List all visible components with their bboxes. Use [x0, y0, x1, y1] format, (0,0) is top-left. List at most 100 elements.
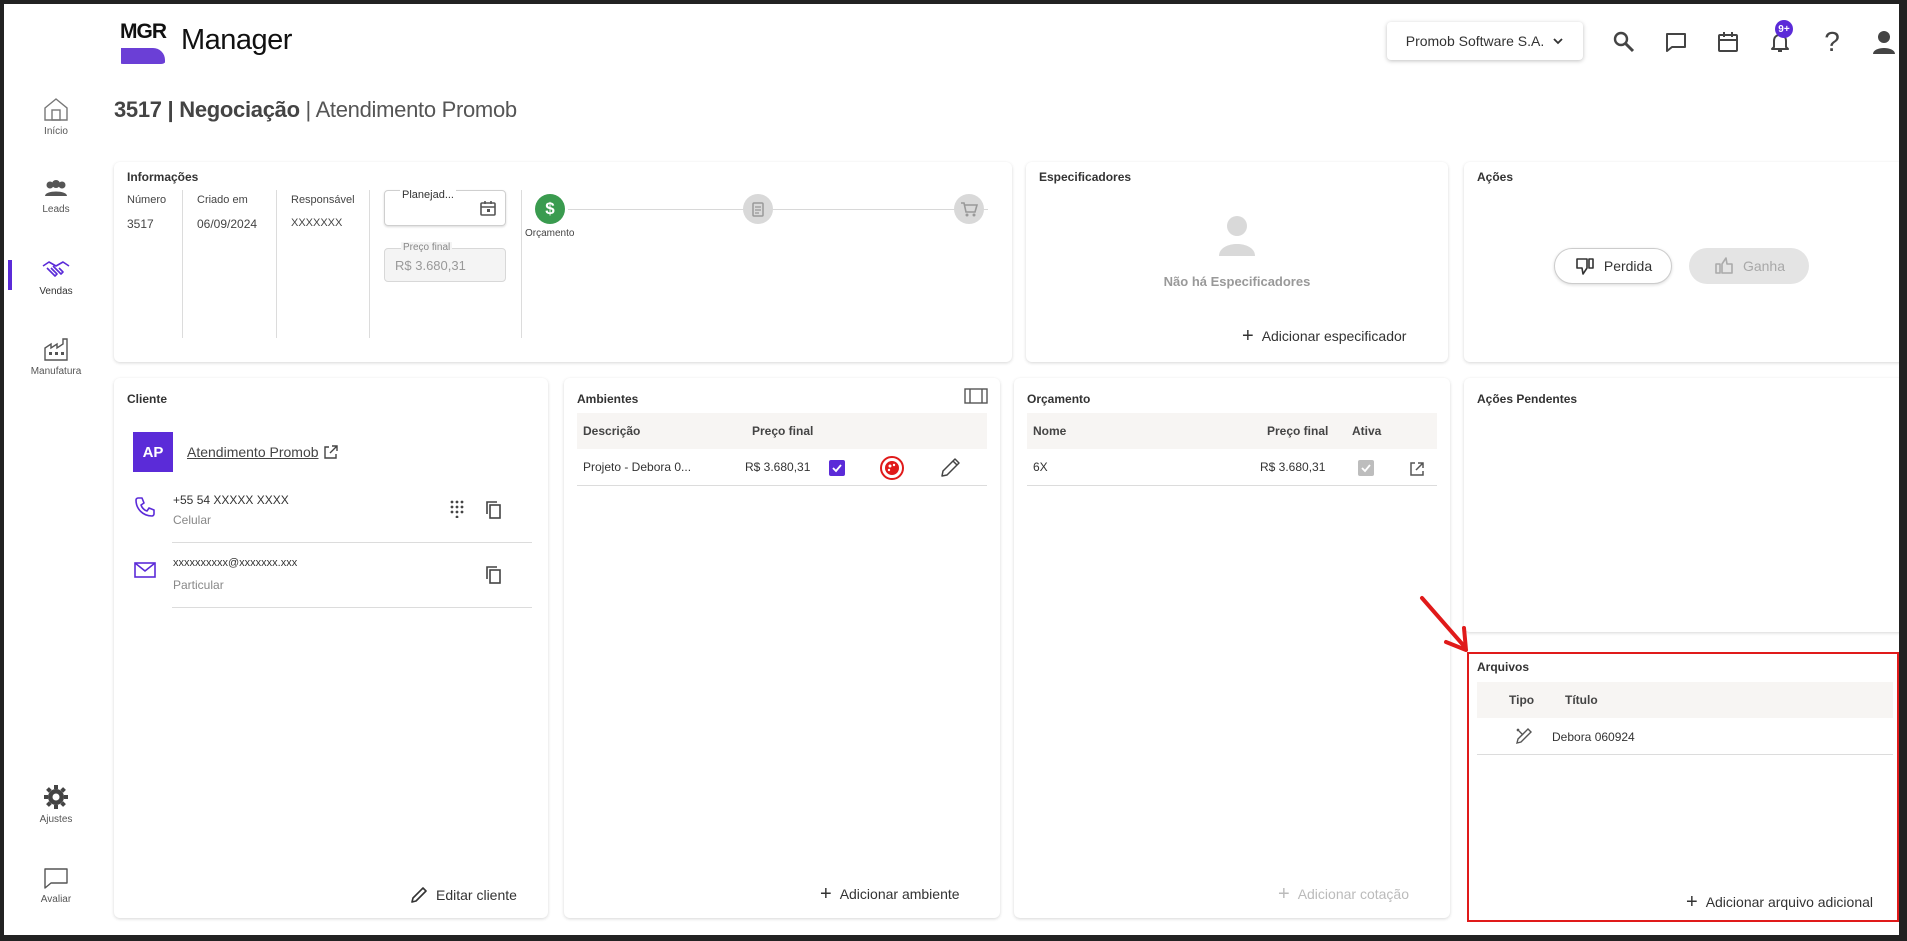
- files-table-header: Tipo Título: [1477, 682, 1893, 718]
- mail-icon: [134, 562, 156, 578]
- add-specifier-button[interactable]: + Adicionar especificador: [1242, 325, 1406, 347]
- actions-title: Ações: [1477, 170, 1514, 184]
- pencil-icon[interactable]: [939, 457, 961, 479]
- col-final-price: Preço final: [752, 424, 814, 438]
- row-divider: [1027, 485, 1437, 486]
- nav-manufacturing[interactable]: Manufatura: [26, 336, 86, 377]
- app-logo[interactable]: MGR: [117, 14, 167, 64]
- number-label: Número: [127, 194, 167, 206]
- handshake-icon: [42, 261, 70, 277]
- dialpad-icon[interactable]: [450, 500, 464, 518]
- info-card: Informações Número 3517 Criado em 06/09/…: [114, 162, 1012, 362]
- copy-icon[interactable]: [486, 501, 502, 519]
- budget-price: R$ 3.680,31: [1260, 460, 1326, 474]
- nav-sales[interactable]: Vendas: [26, 258, 86, 297]
- pencil-icon: [411, 887, 427, 903]
- nav-sales-label: Vendas: [39, 286, 73, 297]
- deal-stage: Negociação: [179, 97, 300, 122]
- deal-client: Atendimento Promob: [315, 97, 518, 122]
- deal-id: 3517: [114, 97, 162, 122]
- annotation-arrow-icon: [1420, 596, 1468, 652]
- files-card: Arquivos Tipo Título Debora 060924 + Adi…: [1464, 644, 1899, 920]
- table-row[interactable]: Projeto - Debora 0... R$ 3.680,31: [577, 449, 987, 485]
- planned-date-field[interactable]: Planejad...: [384, 189, 506, 226]
- design-tools-icon: [1516, 728, 1532, 744]
- client-card: Cliente AP Atendimento Promob +55 54 XXX…: [114, 378, 548, 918]
- calendar-icon[interactable]: [479, 199, 497, 217]
- notification-badge: 9+: [1775, 20, 1793, 38]
- environments-card: Ambientes Descrição Preço final Projeto …: [564, 378, 1000, 918]
- company-select[interactable]: Promob Software S.A.: [1387, 22, 1583, 60]
- open-external-icon[interactable]: [1409, 461, 1425, 477]
- won-label: Ganha: [1742, 258, 1786, 274]
- budget-card: Orçamento Nome Preço final Ativa 6X R$ 3…: [1014, 378, 1450, 918]
- app-name: Manager: [181, 24, 292, 56]
- pending-actions-card: Ações Pendentes: [1464, 378, 1899, 632]
- environment-checkbox[interactable]: [829, 460, 845, 476]
- client-avatar: AP: [133, 432, 173, 472]
- info-separator: [521, 190, 522, 338]
- owner-label: Responsável: [291, 194, 355, 206]
- gear-icon: [44, 785, 68, 809]
- help-icon[interactable]: ?: [1824, 26, 1840, 57]
- plus-icon: +: [1278, 883, 1290, 905]
- budget-table-header: Nome Preço final Ativa: [1027, 413, 1437, 449]
- row-divider: [577, 485, 987, 486]
- thumbs-down-icon: [1576, 258, 1594, 275]
- render-icon[interactable]: [880, 456, 904, 480]
- budget-title: Orçamento: [1027, 392, 1091, 406]
- col-type: Tipo: [1509, 693, 1535, 707]
- chat-icon[interactable]: [1662, 28, 1690, 56]
- clipboard-icon[interactable]: [743, 194, 773, 224]
- edit-client-label: Editar cliente: [436, 887, 517, 903]
- title-separator-2: |: [299, 97, 316, 122]
- company-select-value: Promob Software S.A.: [1405, 33, 1545, 49]
- client-email: xxxxxxxxxx@xxxxxxx.xxx: [173, 557, 298, 569]
- contact-divider: [172, 542, 532, 543]
- thumbs-up-icon: [1715, 257, 1733, 274]
- created-label: Criado em: [197, 194, 248, 206]
- logo-shape: [121, 48, 165, 64]
- client-email-type: Particular: [173, 578, 224, 592]
- actions-card: Ações Perdida Ganha: [1464, 162, 1899, 362]
- add-quote-button[interactable]: + Adicionar cotação: [1278, 883, 1409, 905]
- nav-home-label: Início: [44, 126, 68, 137]
- columns-icon[interactable]: [964, 388, 988, 404]
- nav-manufacturing-label: Manufatura: [30, 366, 82, 377]
- add-environment-button[interactable]: + Adicionar ambiente: [820, 884, 960, 904]
- client-phone: +55 54 XXXXX XXXX: [173, 493, 289, 507]
- client-name-link[interactable]: Atendimento Promob: [187, 444, 339, 460]
- phone-icon: [135, 497, 155, 517]
- active-checkbox[interactable]: [1358, 460, 1374, 476]
- calendar-icon[interactable]: [1714, 28, 1742, 56]
- specifiers-card: Especificadores Não há Especificadores +…: [1026, 162, 1448, 362]
- col-title: Título: [1565, 693, 1598, 707]
- nav-home[interactable]: Início: [26, 96, 86, 137]
- dollar-icon[interactable]: $: [535, 194, 565, 224]
- copy-icon[interactable]: [486, 566, 502, 584]
- nav-rate[interactable]: Avaliar: [26, 866, 86, 905]
- table-row[interactable]: 6X R$ 3.680,31: [1027, 449, 1437, 485]
- user-icon[interactable]: [1870, 28, 1898, 56]
- lost-button[interactable]: Perdida: [1554, 248, 1672, 284]
- home-icon: [44, 98, 68, 121]
- step-budget-label: Orçamento: [525, 228, 575, 239]
- factory-icon: [44, 338, 68, 361]
- edit-client-button[interactable]: Editar cliente: [410, 886, 517, 904]
- table-row[interactable]: Debora 060924: [1477, 718, 1893, 754]
- person-placeholder-icon: [1219, 216, 1255, 256]
- nav-leads[interactable]: Leads: [26, 178, 86, 215]
- contact-divider: [172, 607, 532, 608]
- search-icon[interactable]: [1610, 28, 1638, 56]
- environments-title: Ambientes: [577, 392, 639, 406]
- add-file-button[interactable]: + Adicionar arquivo adicional: [1686, 892, 1873, 912]
- environment-description: Projeto - Debora 0...: [583, 460, 692, 474]
- final-price-label: Preço final: [401, 242, 453, 253]
- add-quote-label: Adicionar cotação: [1297, 886, 1409, 902]
- info-separator: [369, 190, 370, 338]
- won-button[interactable]: Ganha: [1689, 248, 1809, 284]
- plus-icon: +: [1242, 325, 1254, 347]
- nav-settings[interactable]: Ajustes: [26, 784, 86, 825]
- cart-icon[interactable]: [954, 194, 984, 224]
